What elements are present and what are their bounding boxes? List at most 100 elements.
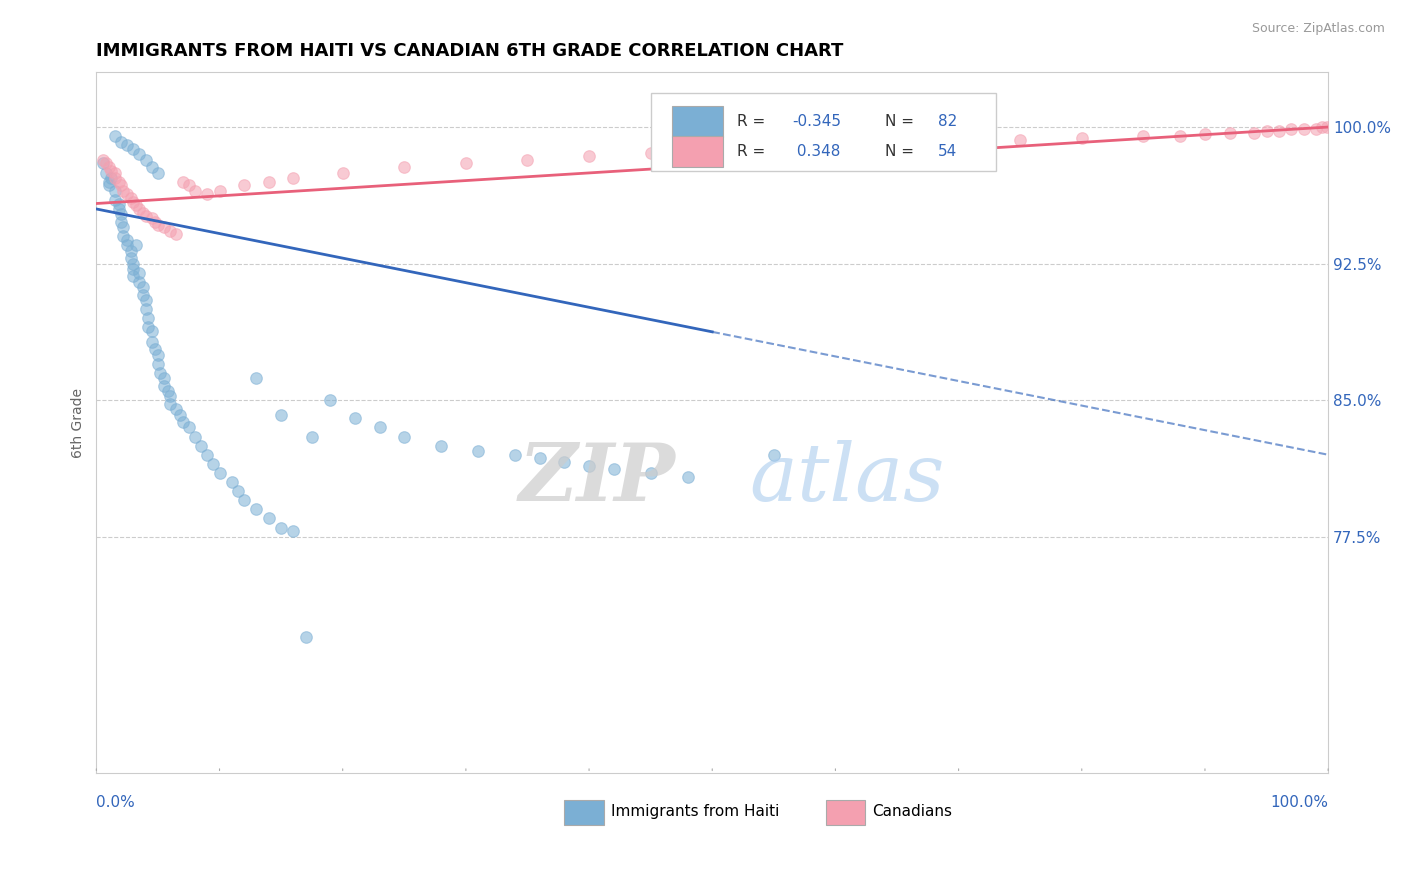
Point — [257, 511, 280, 525]
Point — [208, 184, 231, 198]
Point — [153, 378, 176, 392]
Text: 54: 54 — [938, 145, 957, 159]
Point — [120, 191, 142, 205]
Point — [1219, 126, 1241, 140]
Point — [107, 196, 129, 211]
Text: Source: ZipAtlas.com: Source: ZipAtlas.com — [1251, 22, 1385, 36]
Point — [110, 215, 132, 229]
Point — [97, 175, 120, 189]
Point — [184, 184, 207, 198]
FancyBboxPatch shape — [564, 800, 603, 824]
Point — [578, 458, 600, 473]
Point — [195, 448, 218, 462]
Point — [104, 184, 127, 198]
Point — [115, 233, 138, 247]
Point — [128, 266, 150, 280]
Point — [156, 384, 179, 398]
Point — [1010, 133, 1032, 147]
Text: ZIP: ZIP — [519, 441, 675, 517]
Point — [146, 348, 169, 362]
Text: IMMIGRANTS FROM HAITI VS CANADIAN 6TH GRADE CORRELATION CHART: IMMIGRANTS FROM HAITI VS CANADIAN 6TH GR… — [97, 42, 844, 60]
Point — [208, 466, 231, 480]
Point — [1243, 126, 1265, 140]
Point — [125, 238, 148, 252]
Point — [120, 244, 142, 258]
Text: N =: N = — [884, 145, 918, 159]
Point — [394, 429, 416, 443]
Point — [165, 227, 187, 242]
Point — [100, 163, 122, 178]
Point — [122, 262, 145, 277]
Text: 0.348: 0.348 — [793, 145, 841, 159]
Point — [165, 402, 187, 417]
Point — [301, 429, 323, 443]
Point — [503, 448, 526, 462]
Point — [1256, 124, 1278, 138]
Point — [394, 160, 416, 174]
Point — [141, 324, 163, 338]
Point — [640, 466, 662, 480]
Point — [676, 469, 699, 483]
Point — [107, 175, 129, 189]
Point — [110, 207, 132, 221]
Point — [886, 136, 908, 151]
Point — [529, 451, 551, 466]
Point — [91, 153, 114, 167]
Point — [368, 420, 391, 434]
Point — [104, 129, 127, 144]
Point — [128, 275, 150, 289]
Point — [135, 209, 157, 223]
Point — [115, 187, 138, 202]
Point — [141, 160, 163, 174]
Point — [141, 211, 163, 225]
Point — [146, 357, 169, 371]
Point — [824, 138, 846, 153]
Point — [172, 175, 194, 189]
Point — [135, 153, 157, 167]
Point — [104, 193, 127, 207]
Text: 0.0%: 0.0% — [97, 795, 135, 810]
Text: 82: 82 — [938, 114, 957, 129]
Point — [159, 389, 181, 403]
Text: R =: R = — [737, 114, 770, 129]
Point — [159, 397, 181, 411]
Point — [135, 302, 157, 317]
Point — [702, 142, 724, 156]
Point — [112, 220, 135, 235]
Point — [319, 393, 342, 408]
Point — [145, 215, 167, 229]
Point — [344, 411, 367, 425]
Point — [91, 156, 114, 170]
Point — [153, 220, 176, 235]
Point — [190, 439, 212, 453]
Point — [221, 475, 243, 489]
Point — [136, 311, 159, 326]
Point — [283, 171, 305, 186]
Point — [1316, 120, 1339, 134]
Point — [115, 138, 138, 153]
Point — [245, 371, 267, 385]
Point — [132, 205, 155, 219]
Point — [1132, 129, 1154, 144]
Point — [1310, 120, 1333, 134]
Point — [110, 178, 132, 193]
FancyBboxPatch shape — [825, 800, 865, 824]
Text: atlas: atlas — [749, 441, 945, 517]
Point — [270, 520, 292, 534]
Point — [96, 156, 118, 170]
Point — [104, 165, 127, 179]
Point — [516, 153, 538, 167]
Point — [146, 219, 169, 233]
Point — [115, 238, 138, 252]
Point — [1292, 121, 1315, 136]
Point — [226, 484, 249, 499]
Point — [112, 184, 135, 198]
Point — [149, 366, 172, 380]
Point — [159, 224, 181, 238]
FancyBboxPatch shape — [651, 94, 995, 170]
Point — [112, 229, 135, 244]
Point — [454, 156, 477, 170]
Point — [1279, 121, 1302, 136]
Point — [132, 287, 155, 301]
Point — [195, 187, 218, 202]
